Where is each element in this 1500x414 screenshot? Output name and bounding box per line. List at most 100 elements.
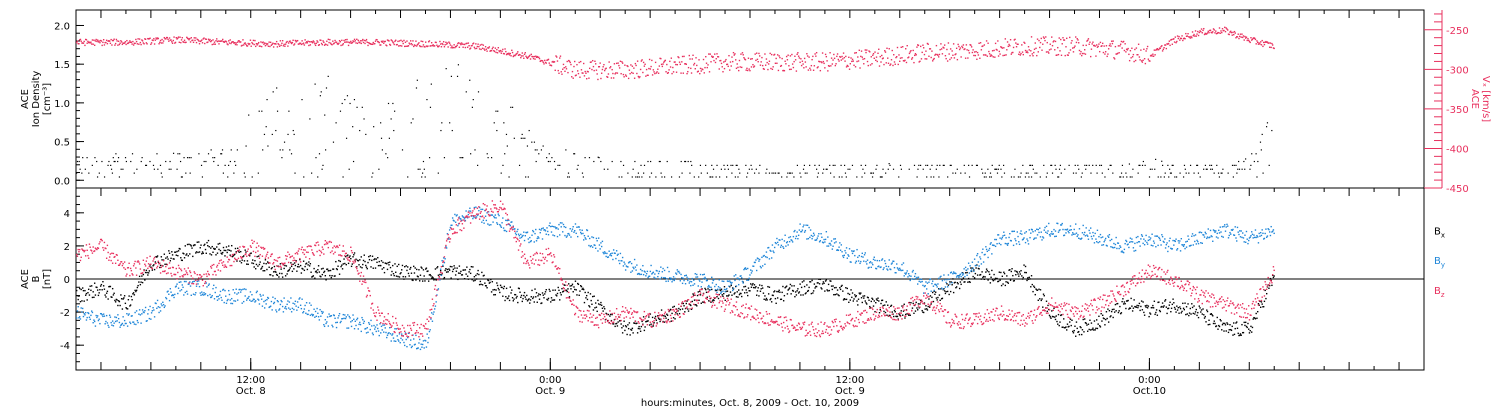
density-point xyxy=(1212,169,1213,170)
vx-point xyxy=(789,69,790,70)
vx-tick-label: -350 xyxy=(1446,105,1469,116)
vx-point xyxy=(1025,50,1026,51)
vx-point xyxy=(504,53,505,54)
bx-point xyxy=(981,278,982,279)
vx-point xyxy=(397,41,398,42)
vx-point xyxy=(1246,37,1247,38)
bx-point xyxy=(804,286,805,287)
bx-point xyxy=(418,269,419,270)
bx-point xyxy=(265,263,266,264)
bx-point xyxy=(698,291,699,292)
by-point xyxy=(722,280,723,281)
bx-point xyxy=(771,301,772,302)
density-point xyxy=(882,169,883,170)
by-point xyxy=(565,227,566,228)
bx-point xyxy=(355,259,356,260)
bx-point xyxy=(175,251,176,252)
bx-point xyxy=(738,289,739,290)
vx-point xyxy=(673,71,674,72)
density-point xyxy=(689,173,690,174)
bx-point xyxy=(872,299,873,300)
bx-point xyxy=(490,279,491,280)
by-point xyxy=(854,255,855,256)
bx-point xyxy=(97,289,98,290)
vx-point xyxy=(416,45,417,46)
density-point xyxy=(939,165,940,166)
density-point xyxy=(1143,161,1144,162)
density-point xyxy=(1262,134,1263,135)
by-point xyxy=(374,328,375,329)
vx-point xyxy=(113,40,114,41)
vx-point xyxy=(1064,39,1065,40)
by-point xyxy=(194,294,195,295)
vx-point xyxy=(402,41,403,42)
by-point xyxy=(406,346,407,347)
bx-point xyxy=(678,308,679,309)
by-point xyxy=(522,235,523,236)
bx-point xyxy=(420,275,421,276)
vx-point xyxy=(696,65,697,66)
by-point xyxy=(552,226,553,227)
vx-point xyxy=(1055,41,1056,42)
by-point xyxy=(358,328,359,329)
bx-point xyxy=(925,305,926,306)
density-point xyxy=(541,149,542,150)
by-point xyxy=(368,322,369,323)
bx-point xyxy=(1023,277,1024,278)
vx-point xyxy=(646,69,647,70)
bx-point xyxy=(468,278,469,279)
bx-point xyxy=(799,283,800,284)
bx-point xyxy=(927,306,928,307)
bx-point xyxy=(963,277,964,278)
bx-point xyxy=(1202,308,1203,309)
by-point xyxy=(169,300,170,301)
bx-point xyxy=(100,285,101,286)
density-point xyxy=(1112,173,1113,174)
bx-point xyxy=(1050,316,1051,317)
bx-point xyxy=(212,252,213,253)
vx-point xyxy=(702,69,703,70)
vx-point xyxy=(567,61,568,62)
by-point xyxy=(195,292,196,293)
by-point xyxy=(480,209,481,210)
bx-point xyxy=(437,266,438,267)
vx-point xyxy=(510,55,511,56)
vx-point xyxy=(895,64,896,65)
density-point xyxy=(700,165,701,166)
density-point xyxy=(189,157,190,158)
by-point xyxy=(373,325,374,326)
bx-point xyxy=(808,290,809,291)
vx-point xyxy=(1233,34,1234,35)
vx-point xyxy=(914,55,915,56)
bx-point xyxy=(95,294,96,295)
bx-point xyxy=(978,268,979,269)
density-point xyxy=(477,165,478,166)
vx-point xyxy=(1002,47,1003,48)
bx-point xyxy=(167,258,168,259)
vx-point xyxy=(596,73,597,74)
by-point xyxy=(673,276,674,277)
density-point xyxy=(829,165,830,166)
by-point xyxy=(361,317,362,318)
vx-point xyxy=(294,43,295,44)
vx-point xyxy=(277,46,278,47)
by-point xyxy=(746,269,747,270)
vx-point xyxy=(101,40,102,41)
by-point xyxy=(777,242,778,243)
bx-point xyxy=(120,294,121,295)
density-point xyxy=(231,149,232,150)
by-point xyxy=(750,269,751,270)
density-point xyxy=(644,165,645,166)
bx-point xyxy=(833,294,834,295)
vx-point xyxy=(826,56,827,57)
density-point xyxy=(1032,165,1033,166)
bx-point xyxy=(791,285,792,286)
by-point xyxy=(85,312,86,313)
vx-point xyxy=(634,78,635,79)
vx-point xyxy=(114,44,115,45)
bx-point xyxy=(977,274,978,275)
by-point xyxy=(561,226,562,227)
vx-point xyxy=(364,40,365,41)
bx-point xyxy=(157,255,158,256)
by-point xyxy=(345,318,346,319)
